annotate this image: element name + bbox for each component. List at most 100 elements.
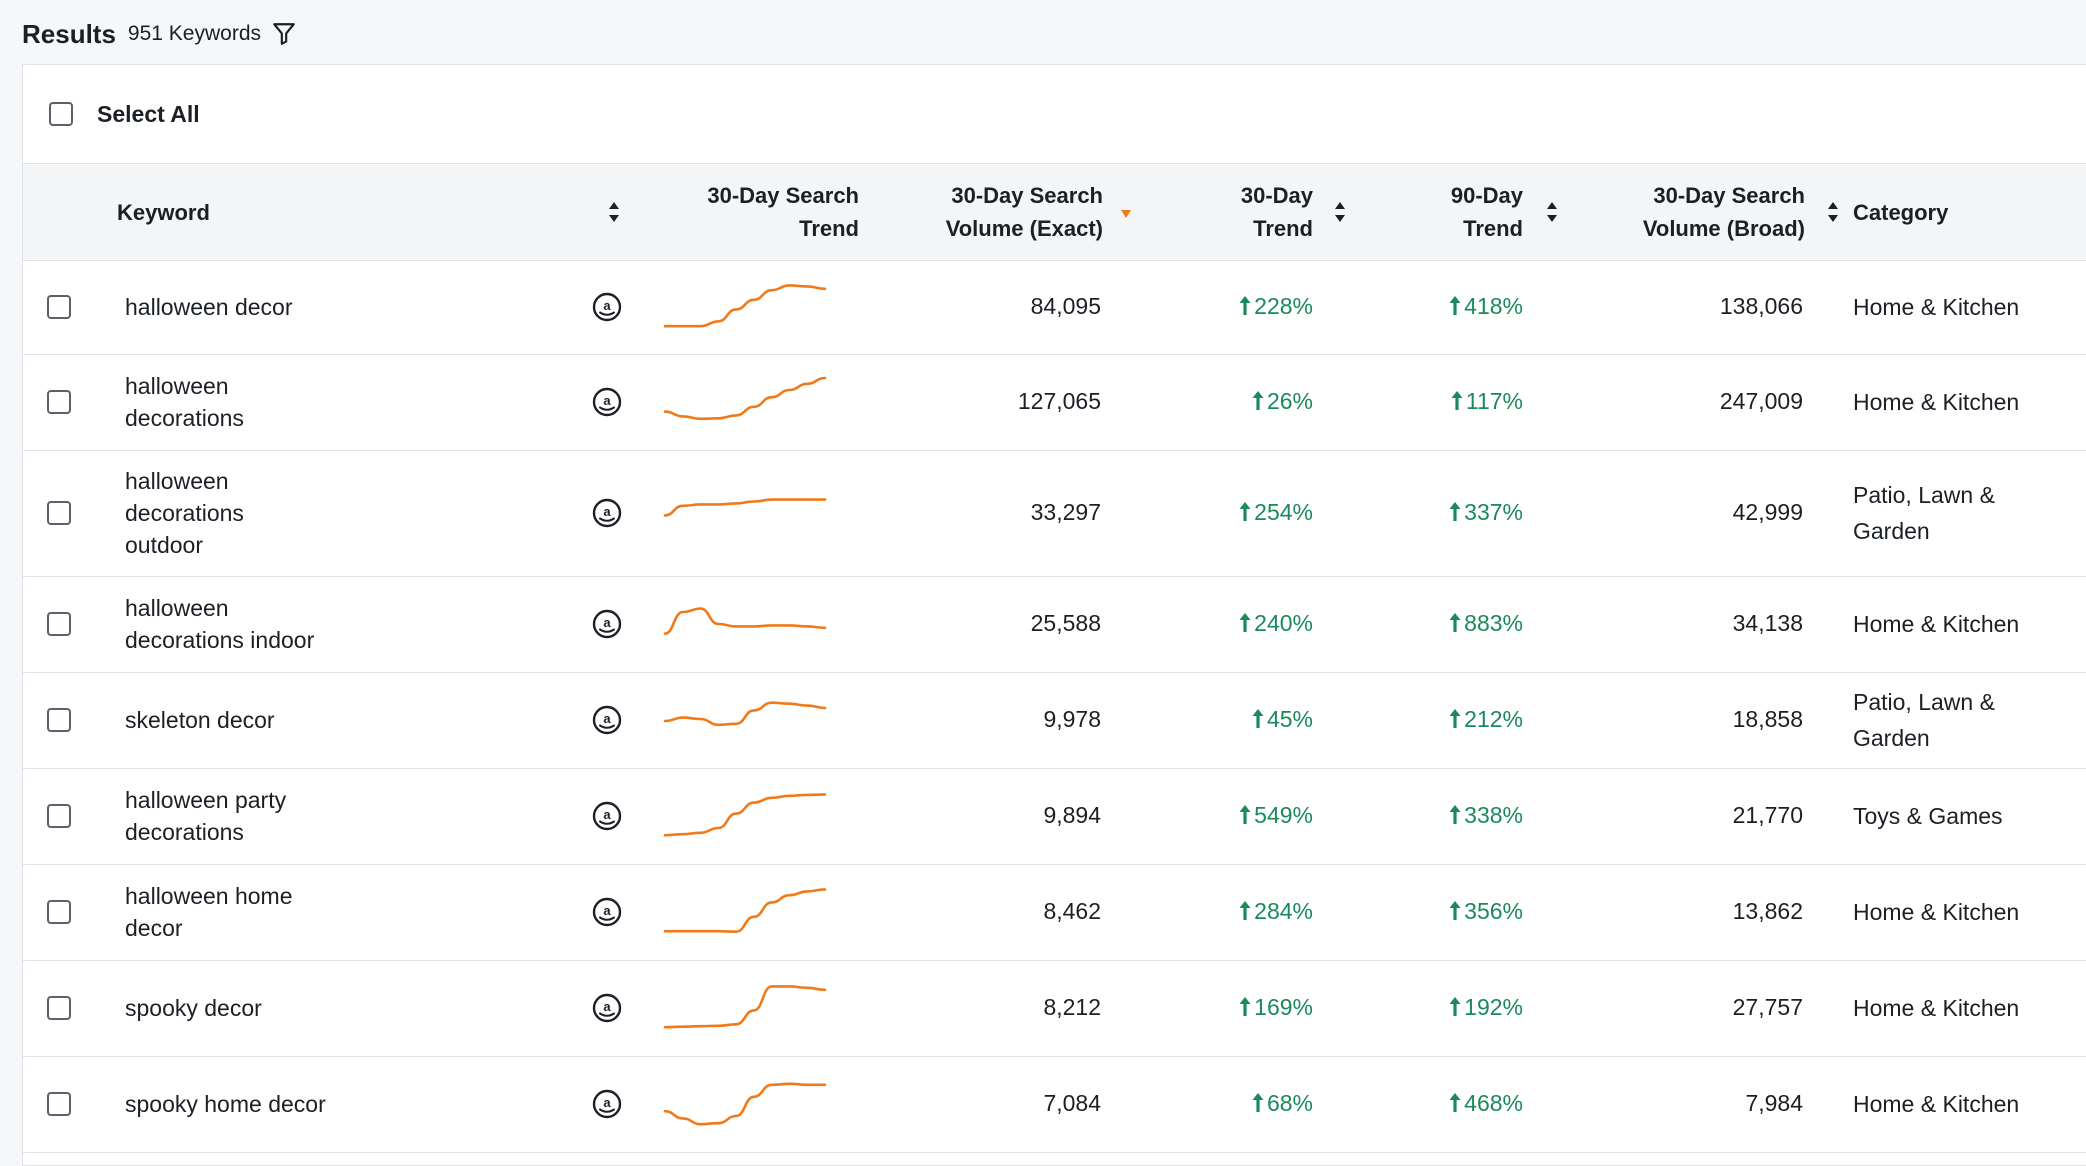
amazon-icon[interactable]: a [591, 608, 623, 640]
row-checkbox[interactable] [47, 804, 71, 828]
keyword-cell: halloween decorations indoor [125, 592, 385, 656]
arrow-up-icon [1449, 1093, 1461, 1112]
keyword-cell: halloween home decor [125, 880, 385, 944]
arrow-up-icon [1239, 805, 1251, 824]
keyword-cell: halloween decorations [125, 370, 385, 434]
trend90-cell: 337% [1383, 499, 1523, 526]
filter-icon[interactable] [271, 21, 297, 47]
column-label-category: Category [1853, 199, 1949, 225]
table-row[interactable]: halloween decor a 84,095 228% 418% 138,066 Hom… [23, 259, 2086, 355]
keyword-text: spooky home decor [125, 1091, 326, 1117]
table-row[interactable]: halloween decorations a 127,065 26% 117% 247,0… [23, 354, 2086, 451]
row-checkbox[interactable] [47, 501, 71, 525]
search-trend-sparkline [663, 793, 827, 837]
keyword-text: decor [125, 915, 183, 941]
search-trend-sparkline [663, 701, 827, 727]
trend90-cell-value: 192% [1464, 994, 1523, 1020]
trend90-cell: 212% [1383, 706, 1523, 733]
table-row[interactable]: halloween decorations indoor a 25,588 240% 88… [23, 576, 2086, 673]
row-checkbox[interactable] [47, 708, 71, 732]
sort-keyword-icon[interactable] [607, 198, 621, 226]
keyword-text: halloween [125, 595, 229, 621]
svg-text:a: a [603, 903, 611, 918]
table-row[interactable]: spooky home decor a 7,084 68% 468% 7,984 Home … [23, 1056, 2086, 1153]
category-cell: Patio, Lawn & Garden [1853, 477, 2073, 549]
amazon-icon[interactable]: a [591, 291, 623, 323]
column-header-trend30[interactable]: 30-Day Trend [1173, 164, 1313, 260]
row-checkbox[interactable] [47, 900, 71, 924]
table-row[interactable]: halloween party decorations a 9,894 549% 338%… [23, 768, 2086, 865]
trend30-cell: 240% [1173, 610, 1313, 637]
row-checkbox[interactable] [47, 612, 71, 636]
table-row[interactable]: halloween decorations outdoor a 33,297 254% 33… [23, 450, 2086, 577]
row-checkbox[interactable] [47, 390, 71, 414]
category-cell: Home & Kitchen [1853, 384, 2073, 420]
sort-trend30-icon[interactable] [1333, 198, 1347, 226]
amazon-icon[interactable]: a [591, 992, 623, 1024]
arrow-up-icon [1252, 391, 1264, 410]
volume-broad-cell: 34,138 [1732, 610, 1803, 636]
amazon-icon[interactable]: a [591, 497, 623, 529]
trend30-cell: 284% [1173, 898, 1313, 925]
keyword-text: skeleton decor [125, 707, 275, 733]
volume-broad-cell: 13,862 [1732, 898, 1803, 924]
volume-broad-cell: 27,757 [1732, 994, 1803, 1020]
amazon-icon[interactable]: a [591, 800, 623, 832]
row-checkbox[interactable] [47, 294, 71, 319]
trend30-cell: 254% [1173, 499, 1313, 526]
category-cell: Home & Kitchen [1853, 894, 2073, 930]
trend90-cell-value: 418% [1464, 292, 1523, 319]
trend30-cell-value: 549% [1254, 802, 1313, 828]
amazon-icon[interactable]: a [591, 386, 623, 418]
arrow-up-icon [1252, 709, 1264, 728]
volume-exact-cell: 25,588 [1030, 610, 1101, 636]
arrow-up-icon [1449, 901, 1461, 920]
volume-exact-cell: 9,978 [1043, 706, 1101, 732]
amazon-icon[interactable]: a [591, 704, 623, 736]
arrow-up-icon [1449, 709, 1461, 728]
category-text: Patio, Lawn & [1853, 689, 1995, 715]
column-header-volume-exact[interactable]: 30-Day Search Volume (Exact) [903, 164, 1103, 260]
keyword-text: decorations indoor [125, 627, 315, 653]
column-header-volume-broad[interactable]: 30-Day Search Volume (Broad) [1583, 164, 1805, 260]
trend30-cell: 68% [1173, 1090, 1313, 1117]
table-row[interactable]: halloween home decor a 8,462 284% 356% 13,862 H… [23, 864, 2086, 961]
column-header-trend90[interactable]: 90-Day Trend [1383, 164, 1523, 260]
column-header-keyword[interactable]: Keyword [117, 164, 210, 260]
keyword-text: spooky decor [125, 995, 262, 1021]
row-checkbox[interactable] [47, 996, 71, 1020]
select-all-checkbox[interactable] [49, 102, 73, 126]
trend90-cell: 468% [1383, 1090, 1523, 1117]
trend90-cell: 192% [1383, 994, 1523, 1021]
sort-volume-broad-icon[interactable] [1826, 198, 1840, 226]
keyword-text: halloween party [125, 787, 287, 813]
category-cell: Home & Kitchen [1853, 289, 2073, 325]
category-text: Garden [1853, 725, 1930, 751]
amazon-icon[interactable]: a [591, 1088, 623, 1120]
sort-trend90-icon[interactable] [1545, 198, 1559, 226]
column-label-search-trend-1: 30-Day Search [707, 183, 859, 208]
keyword-cell: halloween decorations outdoor [125, 465, 385, 561]
trend90-cell-value: 337% [1464, 499, 1523, 525]
table-row[interactable]: spooky decor a 8,212 169% 192% 27,757 Home & K… [23, 960, 2086, 1057]
trend90-cell-value: 212% [1464, 706, 1523, 732]
column-header-search-trend: 30-Day Search Trend [663, 164, 859, 260]
arrow-up-icon [1449, 502, 1461, 521]
trend90-cell: 117% [1383, 388, 1523, 415]
amazon-icon[interactable]: a [591, 896, 623, 928]
trend90-cell: 356% [1383, 898, 1523, 925]
svg-text:a: a [603, 999, 611, 1014]
trend90-cell-value: 468% [1464, 1090, 1523, 1116]
category-text: Home & Kitchen [1853, 1091, 2020, 1117]
volume-broad-cell: 247,009 [1719, 388, 1803, 414]
trend30-cell-value: 240% [1254, 610, 1313, 636]
sort-descending-icon[interactable] [1119, 208, 1133, 220]
volume-exact-cell: 127,065 [1017, 388, 1101, 414]
keyword-text: halloween [125, 373, 229, 399]
row-checkbox[interactable] [47, 1092, 71, 1116]
column-label-volume-broad-1: 30-Day Search [1653, 183, 1805, 208]
results-title: Results [22, 18, 116, 49]
svg-text:a: a [603, 711, 611, 726]
table-row[interactable]: skeleton decor a 9,978 45% 212% 18,858 Patio, … [23, 672, 2086, 769]
svg-text:a: a [603, 298, 611, 313]
